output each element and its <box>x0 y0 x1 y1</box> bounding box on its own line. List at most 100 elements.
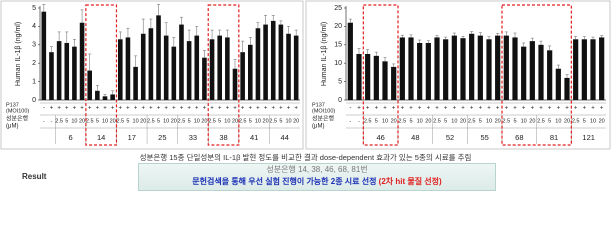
bar <box>102 96 108 100</box>
dose: 20 <box>263 118 269 124</box>
y-tick-label: 5 <box>32 5 36 12</box>
bar <box>133 66 138 100</box>
highlight-box <box>207 4 240 146</box>
p137-sign: + <box>366 106 370 112</box>
result-red: (2차 hit 물질 선정) <box>378 177 442 186</box>
bar <box>286 33 291 101</box>
dose: 10 <box>285 118 291 124</box>
bar <box>72 46 77 100</box>
dose: 20 <box>140 118 146 124</box>
dose: 2.5 <box>147 118 155 124</box>
bar <box>365 54 371 100</box>
group-label: 44 <box>281 133 289 142</box>
bar <box>232 68 238 100</box>
dose: 20 <box>495 118 501 124</box>
p137-sign: + <box>264 106 268 112</box>
p137-sign: + <box>427 106 431 112</box>
y-tick-label: 3 <box>32 42 36 49</box>
bar <box>347 22 353 100</box>
bar <box>356 54 362 100</box>
bar <box>79 22 85 100</box>
charts: Human IL-1β (ng/ml)012345P137(MOI100)성분은… <box>0 0 611 150</box>
y-tick-label: 2 <box>32 60 36 67</box>
bar <box>564 77 570 100</box>
p137-sign: + <box>531 106 535 112</box>
bar <box>512 37 518 100</box>
group-label: 48 <box>411 133 419 142</box>
p137-sign: + <box>180 106 184 112</box>
bar <box>163 35 169 100</box>
bar <box>495 35 501 100</box>
group-label: 25 <box>158 133 166 142</box>
bar <box>460 38 466 100</box>
dose: 10 <box>486 118 492 124</box>
bar <box>503 35 509 100</box>
dose: 20 <box>599 118 605 124</box>
dose: 5 <box>65 118 68 124</box>
bar <box>547 50 553 100</box>
p137-sign: + <box>88 106 92 112</box>
bar <box>179 24 184 101</box>
dose: 10 <box>382 118 388 124</box>
bar <box>156 15 161 100</box>
p137-sign: + <box>470 106 474 112</box>
dose: 5 <box>96 118 99 124</box>
dose: 10 <box>590 118 596 124</box>
y-tick-label: 0 <box>338 97 342 104</box>
bar <box>529 41 535 100</box>
bar <box>425 42 431 100</box>
y-tick-label: 25 <box>334 5 342 12</box>
dose: 2.5 <box>399 118 407 124</box>
bar <box>391 66 397 100</box>
group-label: 46 <box>376 133 384 142</box>
p137-sign: + <box>487 106 491 112</box>
p137-sign: + <box>409 106 413 112</box>
p137-sign: + <box>574 106 578 112</box>
dose: 2.5 <box>572 118 580 124</box>
p137-label: (MOI100) <box>6 108 29 114</box>
dose: 2.5 <box>208 118 216 124</box>
bar <box>202 57 207 100</box>
p137-sign: + <box>279 106 283 112</box>
dose: 2.5 <box>55 118 63 124</box>
dose: - <box>358 118 360 124</box>
p137-sign: + <box>195 106 199 112</box>
dose: 2.5 <box>503 118 511 124</box>
p137-sign: + <box>134 106 138 112</box>
dose: 20 <box>110 118 116 124</box>
result-line1: 성분은행 14, 38, 46, 68, 81번 <box>266 165 368 174</box>
dose: 5 <box>249 118 252 124</box>
dose: 20 <box>460 118 466 124</box>
bar <box>56 41 62 100</box>
panel-border <box>0 0 304 150</box>
bar <box>555 68 561 100</box>
bar <box>417 42 423 100</box>
p137-sign: + <box>249 106 253 112</box>
bar <box>443 39 449 100</box>
bar <box>209 39 215 100</box>
y-tick-label: 0 <box>32 97 36 104</box>
dose: 20 <box>232 118 238 124</box>
dose-label: (μM) <box>312 124 324 130</box>
dose: 20 <box>529 118 535 124</box>
bar <box>451 35 457 100</box>
dose: 20 <box>425 118 431 124</box>
dose-label: (μM) <box>6 124 18 130</box>
bar <box>95 90 100 100</box>
p137-sign: + <box>453 106 457 112</box>
bar <box>148 28 154 101</box>
p137-sign: + <box>444 106 448 112</box>
dose: 10 <box>224 118 230 124</box>
p137-sign: + <box>557 106 561 112</box>
group-label: 38 <box>219 133 227 142</box>
result-line2: 문헌검색을 통해 우선 실험 진행이 가능한 2종 시료 선정 (2차 hit … <box>139 176 495 188</box>
result-blue: 문헌검색을 통해 우선 실험 진행이 가능한 2종 시료 선정 <box>192 177 379 186</box>
p137-sign: + <box>203 106 207 112</box>
group-label: 6 <box>69 133 73 142</box>
p137-sign: + <box>271 106 275 112</box>
highlight-box <box>362 4 399 146</box>
group-label: 41 <box>250 133 258 142</box>
group-label: 55 <box>480 133 488 142</box>
group-label: 17 <box>128 133 136 142</box>
bar <box>521 46 527 100</box>
